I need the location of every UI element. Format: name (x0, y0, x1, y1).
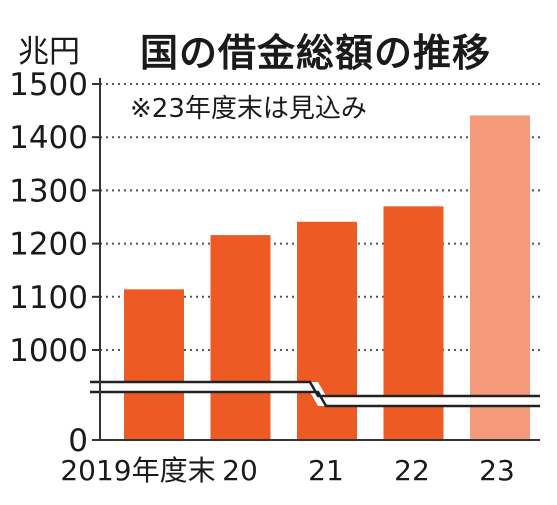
y-tick-label: 1400 (9, 120, 88, 156)
x-tick-label: 22 (394, 454, 430, 487)
axis-break-line-top (90, 380, 540, 398)
bar (124, 289, 184, 440)
x-tick-label: 2019年度末 (60, 454, 215, 487)
y-tick-label: 1500 (9, 67, 88, 103)
x-tick-label: 23 (479, 454, 515, 487)
x-tick-label: 21 (308, 454, 344, 487)
chart-note: ※23年度末は見込み (130, 94, 367, 124)
bar (297, 221, 357, 440)
bar (210, 235, 271, 440)
y-tick-label: 0 (68, 423, 88, 459)
axis-break-line-bottom (90, 390, 540, 408)
y-tick-label: 1300 (9, 173, 88, 209)
y-tick-label: 1100 (9, 280, 88, 316)
y-tick-label: 1000 (9, 333, 88, 369)
axis-break-band (90, 382, 540, 406)
x-tick-label: 20 (222, 454, 258, 487)
bar (470, 115, 530, 440)
chart-title: 国の借金総額の推移 (140, 31, 492, 75)
y-tick-label: 1200 (9, 227, 88, 263)
y-axis-unit-label: 兆円 (18, 34, 80, 70)
